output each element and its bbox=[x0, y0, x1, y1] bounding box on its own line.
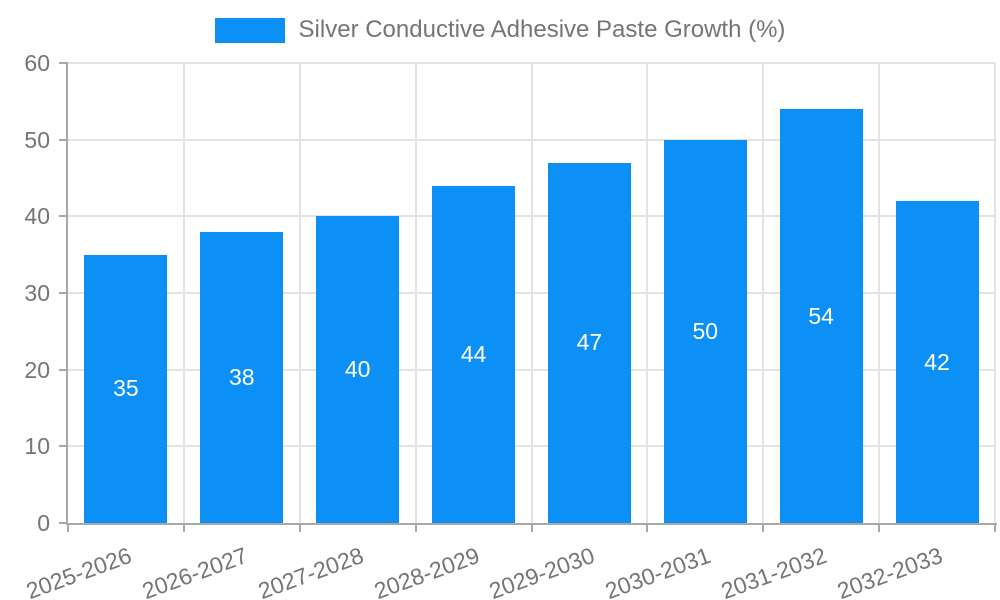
bar-value-label: 47 bbox=[576, 329, 603, 356]
bar-value-label: 35 bbox=[113, 375, 139, 402]
x-gridline bbox=[646, 63, 649, 523]
y-axis-line bbox=[66, 63, 68, 525]
chart-legend: Silver Conductive Adhesive Paste Growth … bbox=[0, 16, 1000, 44]
bar: 50 bbox=[663, 139, 747, 523]
x-tick-label: 2025-2026 bbox=[22, 542, 135, 600]
plot-area: 0 10 20 30 40 50 60 35 38 40 44 47 50 54 42 2025-2026 20… bbox=[23, 50, 997, 600]
x-gridline bbox=[530, 63, 533, 523]
y-tick-label: 40 bbox=[24, 203, 50, 230]
legend-label: Silver Conductive Adhesive Paste Growth … bbox=[298, 16, 786, 43]
bar: 42 bbox=[895, 201, 979, 523]
x-axis-tick bbox=[994, 523, 996, 532]
y-axis-tick bbox=[59, 522, 68, 524]
y-axis-tick bbox=[59, 62, 68, 64]
bar-value-label: 50 bbox=[692, 317, 719, 344]
bar-value-label: 40 bbox=[344, 356, 371, 383]
x-tick-label: 2029-2030 bbox=[486, 542, 599, 600]
x-axis-tick bbox=[530, 523, 533, 532]
y-tick-label: 20 bbox=[24, 356, 50, 383]
x-tick-label: 2028-2029 bbox=[370, 542, 483, 600]
y-tick-label: 50 bbox=[24, 126, 50, 153]
y-axis-tick bbox=[59, 215, 68, 218]
y-tick-label: 30 bbox=[24, 280, 50, 306]
x-axis-tick bbox=[646, 523, 649, 532]
y-tick-label: 0 bbox=[37, 510, 50, 536]
x-gridline bbox=[298, 63, 301, 523]
bar-value-label: 44 bbox=[460, 340, 487, 367]
x-axis-tick bbox=[414, 523, 417, 532]
x-tick-label: 2027-2028 bbox=[254, 542, 367, 600]
x-tick-label: 2031-2032 bbox=[717, 542, 831, 600]
x-axis-line bbox=[66, 523, 997, 525]
x-gridline bbox=[762, 63, 765, 523]
bar: 38 bbox=[200, 231, 284, 523]
x-tick-label: 2030-2031 bbox=[601, 542, 715, 600]
x-axis-tick bbox=[298, 523, 301, 532]
y-axis-tick bbox=[59, 445, 68, 448]
bar-value-label: 38 bbox=[229, 363, 255, 390]
x-gridline bbox=[878, 63, 881, 523]
y-axis-tick bbox=[59, 292, 68, 294]
x-axis-tick bbox=[182, 523, 185, 532]
bar: 54 bbox=[779, 109, 863, 523]
legend-swatch bbox=[214, 17, 285, 43]
y-tick-label: 60 bbox=[24, 50, 50, 76]
bar: 40 bbox=[316, 216, 400, 523]
bar: 44 bbox=[432, 185, 516, 523]
x-axis-tick bbox=[67, 523, 69, 532]
bar-value-label: 42 bbox=[924, 348, 950, 375]
x-gridline bbox=[414, 63, 417, 523]
x-gridline bbox=[182, 63, 185, 523]
y-axis-tick bbox=[59, 138, 68, 141]
x-axis-tick bbox=[878, 523, 881, 532]
bar: 47 bbox=[547, 162, 631, 523]
x-axis-tick bbox=[762, 523, 765, 532]
x-tick-label: 2026-2027 bbox=[138, 542, 251, 600]
x-tick-label: 2032-2033 bbox=[833, 542, 946, 600]
y-tick-label: 10 bbox=[24, 433, 50, 460]
y-axis-tick bbox=[59, 368, 68, 371]
bar: 35 bbox=[84, 254, 168, 523]
x-gridline bbox=[994, 63, 996, 523]
bar-value-label: 54 bbox=[808, 302, 834, 329]
